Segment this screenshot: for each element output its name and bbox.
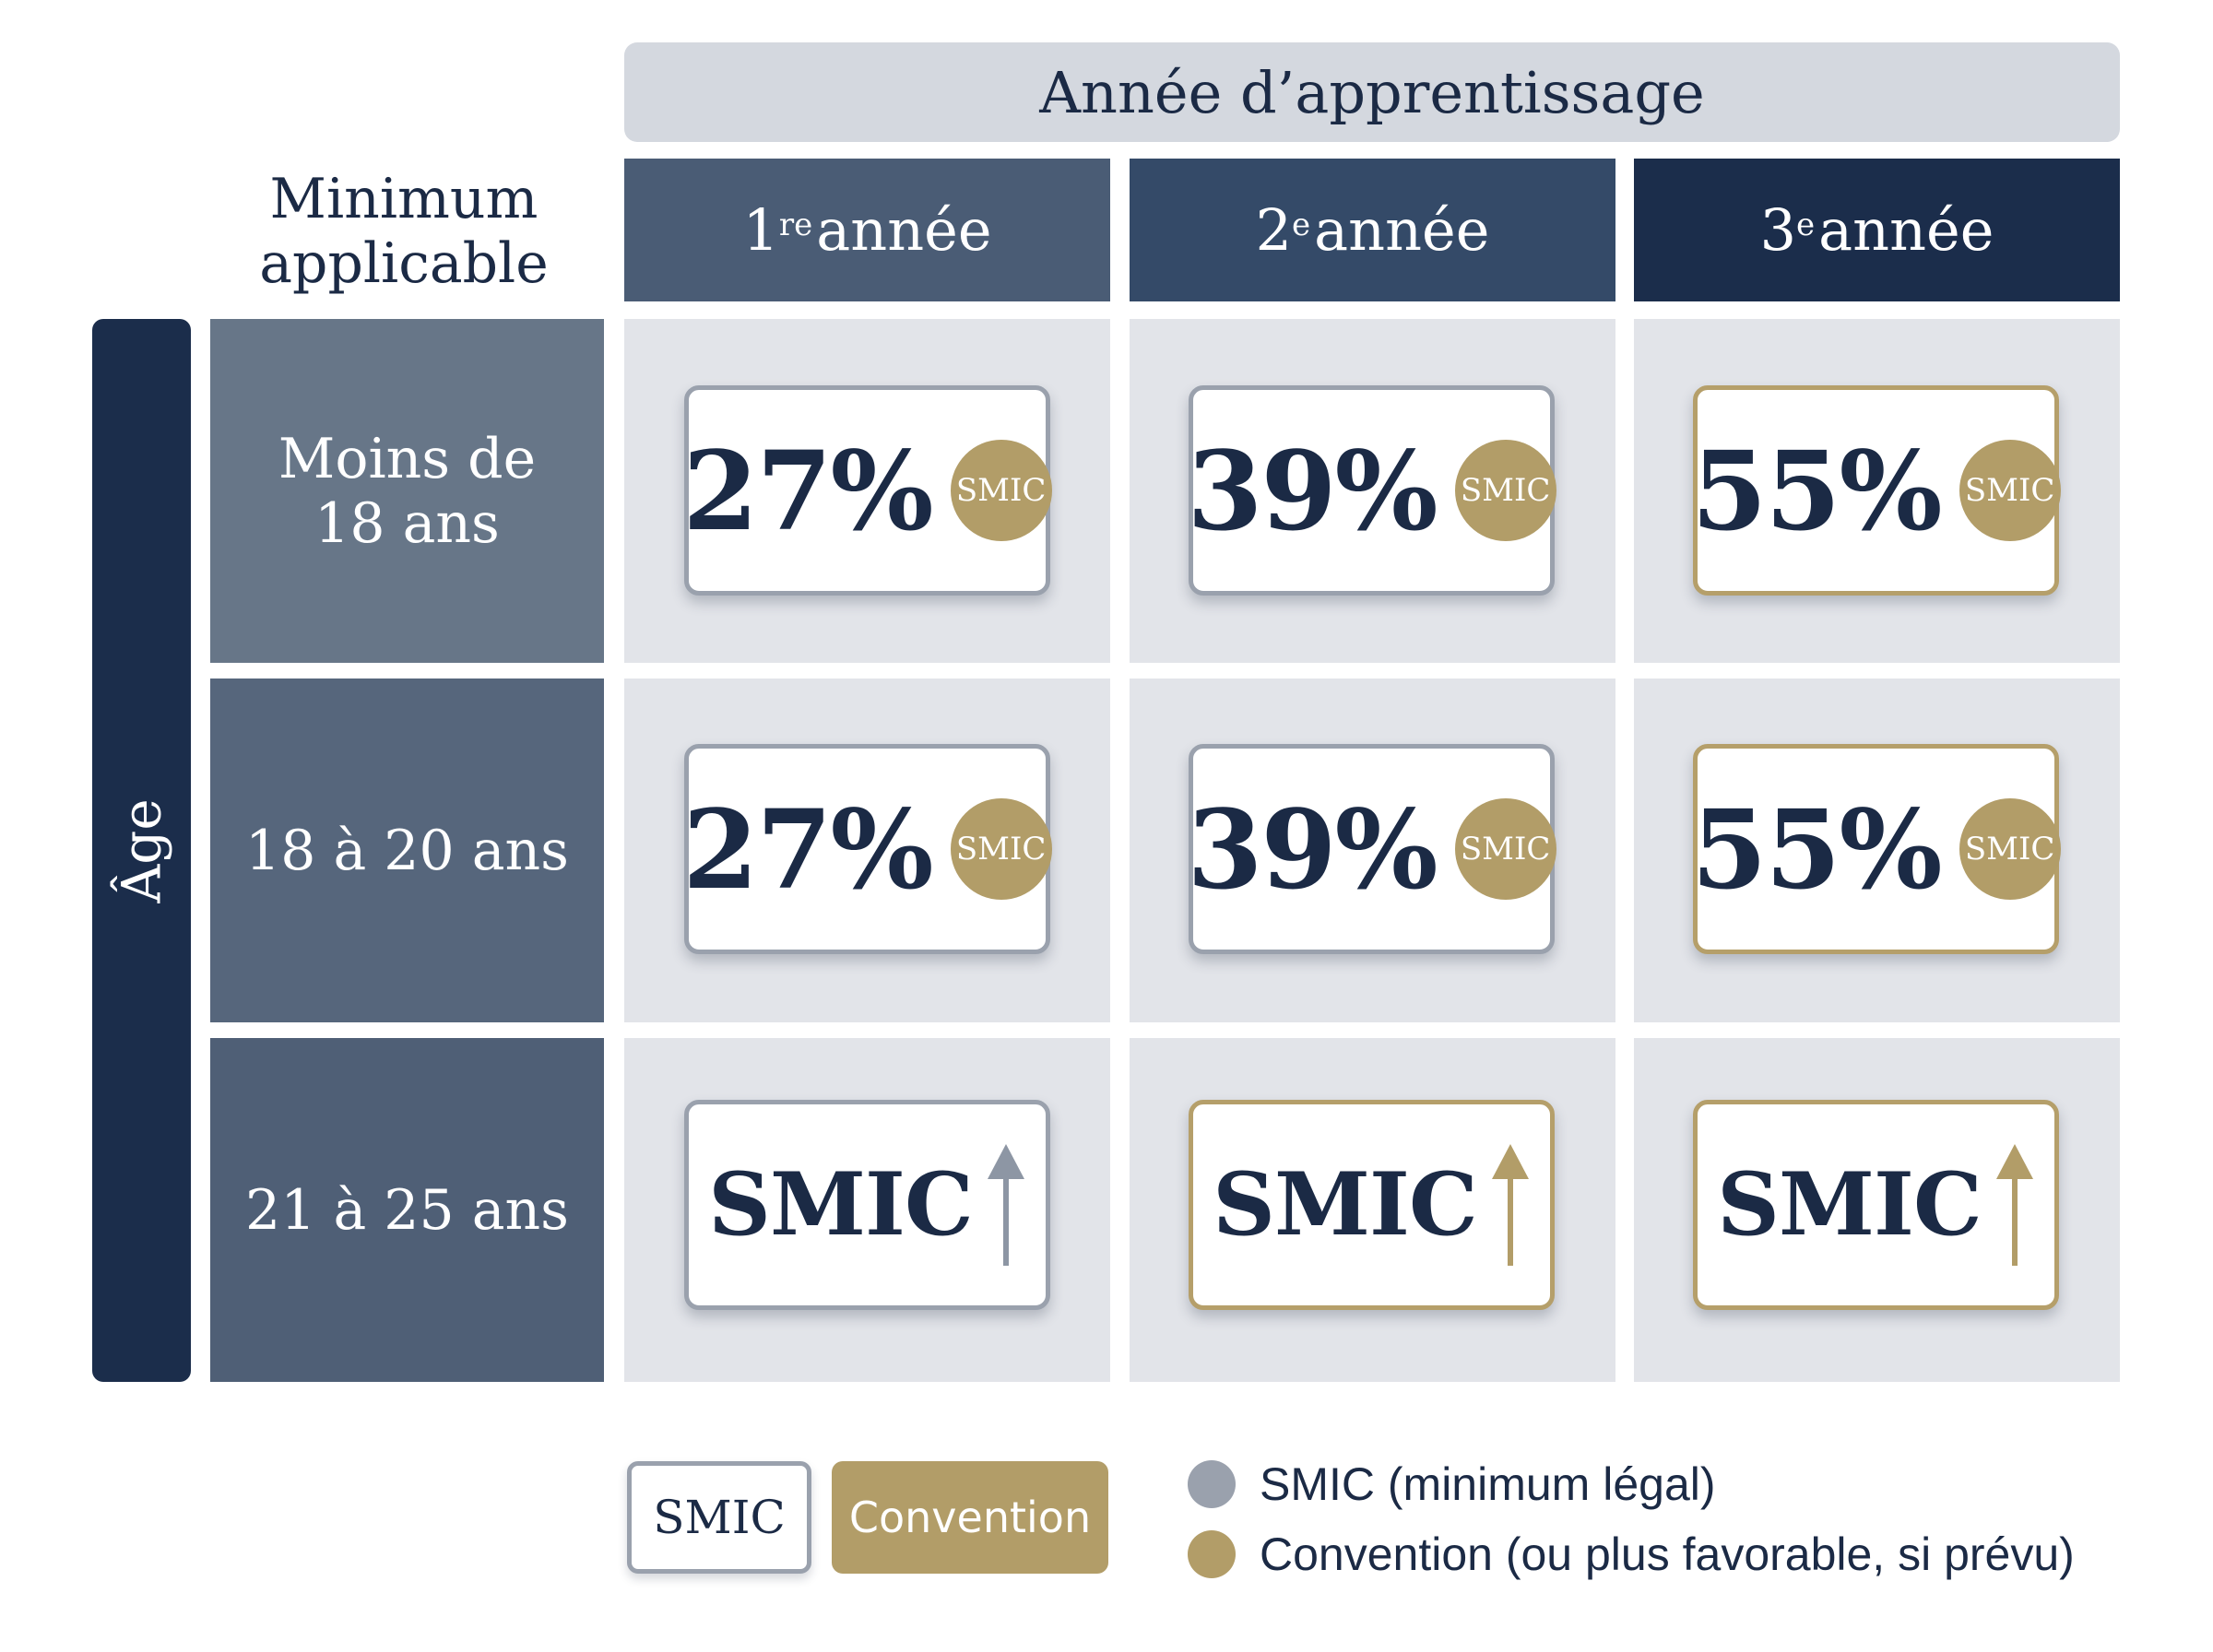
corner-title-line1: Minimum [269, 167, 538, 231]
rate-value: 39% [1187, 426, 1438, 555]
smic-card: SMIC [1189, 1100, 1555, 1310]
smic-badge: SMIC [1959, 798, 2061, 900]
row-header-line1: 21 à 25 ans [245, 1177, 569, 1243]
smic-card: SMIC [1693, 1100, 2059, 1310]
column-header-label: année [1314, 196, 1490, 264]
legend-item-convention: Convention (ou plus favorable, si prévu) [1260, 1528, 2075, 1580]
rate-value: 27% [682, 426, 933, 555]
rate-card: 39% SMIC [1187, 385, 1556, 596]
arrow-head [987, 1144, 1024, 1179]
legend-box-smic: SMIC [627, 1461, 811, 1574]
row-header-line1: Moins de [278, 426, 537, 491]
rate-card: 27% SMIC [682, 744, 1052, 954]
column-header-num: 2 [1255, 196, 1293, 264]
row-header-line1: 18 à 20 ans [245, 818, 569, 883]
row-header-line2: 18 ans [314, 490, 500, 556]
rate-card: 39% SMIC [1187, 744, 1556, 954]
up-arrow-icon [1995, 1144, 2033, 1266]
smic-badge: SMIC [950, 440, 1052, 541]
age-axis: Âge [92, 319, 191, 1382]
smic-value: SMIC [708, 1154, 974, 1256]
arrow-head [1491, 1144, 1529, 1179]
rate-card: 55% SMIC [1691, 744, 2061, 954]
smic-card: SMIC [684, 1100, 1050, 1310]
up-arrow-icon [987, 1144, 1024, 1266]
legend-box-convention: Convention [832, 1461, 1108, 1574]
up-arrow-icon [1491, 1144, 1529, 1266]
arrow-shaft [1002, 1177, 1009, 1266]
year-banner-title: Année d’apprentissage [1039, 58, 1705, 126]
year-banner: Année d’apprentissage [624, 42, 2120, 142]
smic-badge: SMIC [1959, 440, 2061, 541]
column-header-num: 3 [1759, 196, 1797, 264]
row-header-under-18: Moins de 18 ans [210, 319, 604, 663]
rate-value: 39% [1187, 785, 1438, 914]
column-header-year-2: 2 e année [1130, 159, 1615, 301]
rate-value: 55% [1691, 426, 1942, 555]
rate-card: 27% SMIC [682, 385, 1052, 596]
smic-value: SMIC [1717, 1154, 1982, 1256]
rate-card: 55% SMIC [1691, 385, 2061, 596]
legend-box-smic-label: SMIC [653, 1491, 786, 1544]
smic-badge: SMIC [1454, 798, 1556, 900]
rate-value: 27% [682, 785, 933, 914]
legend-dot-gold [1188, 1530, 1236, 1578]
smic-badge: SMIC [950, 798, 1052, 900]
column-header-year-1: 1 re année [624, 159, 1110, 301]
legend-item-smic: SMIC (minimum légal) [1260, 1458, 1716, 1510]
legend-dot-gray [1188, 1460, 1236, 1508]
legend-box-convention-label: Convention [848, 1493, 1092, 1542]
column-header-label: année [816, 196, 992, 264]
arrow-head [1995, 1144, 2033, 1179]
row-header-21-25: 21 à 25 ans [210, 1038, 604, 1382]
smic-badge: SMIC [1454, 440, 1556, 541]
column-header-year-3: 3 e année [1634, 159, 2120, 301]
row-header-18-20: 18 à 20 ans [210, 678, 604, 1022]
rate-value: 55% [1691, 785, 1942, 914]
age-axis-bar [92, 319, 191, 1382]
column-header-sup: e [1796, 206, 1816, 243]
corner-title-line2: applicable [259, 231, 549, 296]
column-header-label: année [1818, 196, 1994, 264]
arrow-shaft [2011, 1177, 2018, 1266]
age-axis-label: Âge [110, 797, 173, 903]
column-header-sup: re [778, 206, 813, 243]
arrow-shaft [1507, 1177, 1513, 1266]
column-header-sup: e [1292, 206, 1311, 243]
corner-title: Minimum applicable [210, 162, 598, 301]
smic-value: SMIC [1213, 1154, 1478, 1256]
column-header-num: 1 [742, 196, 779, 264]
